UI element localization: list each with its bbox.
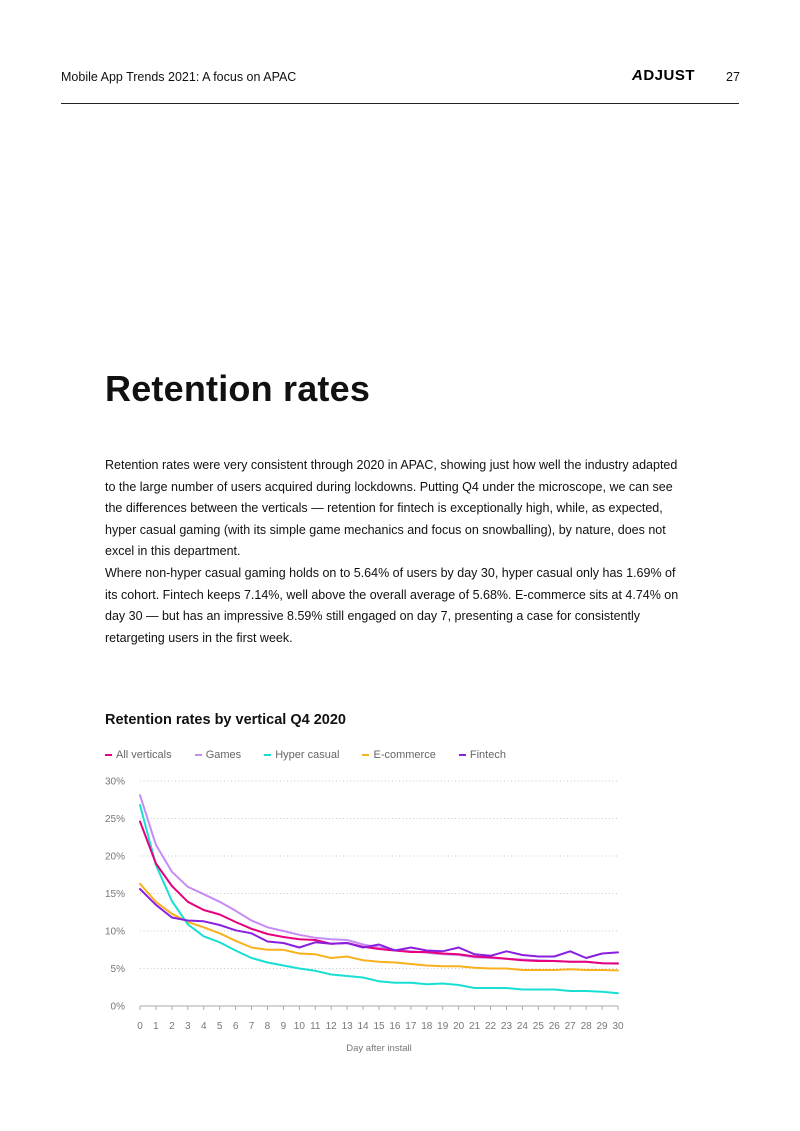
x-tick-label: 5 <box>217 1021 223 1032</box>
body-paragraph-2: Where non-hyper casual gaming holds on t… <box>105 566 679 645</box>
x-tick-label: 15 <box>373 1021 385 1032</box>
x-tick-label: 30 <box>612 1021 624 1032</box>
x-tick-label: 7 <box>249 1021 255 1032</box>
x-tick-label: 3 <box>185 1021 191 1032</box>
y-tick-label: 5% <box>111 964 126 975</box>
x-tick-label: 0 <box>137 1021 143 1032</box>
logo-wordmark: DJUST <box>643 67 696 84</box>
legend-swatch <box>264 754 272 756</box>
legend-item-games: Games <box>194 749 242 761</box>
body-paragraph-1: Retention rates were very consistent thr… <box>105 458 678 559</box>
y-tick-label: 25% <box>105 814 125 825</box>
adjust-logo: ADJUST <box>632 67 695 84</box>
x-tick-label: 14 <box>358 1021 370 1032</box>
x-tick-label: 11 <box>310 1021 321 1032</box>
y-tick-label: 20% <box>105 852 125 863</box>
x-tick-label: 27 <box>565 1021 577 1032</box>
x-tick-label: 24 <box>517 1021 529 1032</box>
y-tick-label: 15% <box>105 889 125 900</box>
legend-swatch <box>362 754 370 756</box>
x-tick-label: 25 <box>533 1021 545 1032</box>
x-tick-label: 10 <box>294 1021 306 1032</box>
legend-label: E-commerce <box>373 749 436 761</box>
legend-item-e-commerce: E-commerce <box>362 749 436 761</box>
x-tick-label: 18 <box>421 1021 433 1032</box>
series-line-e-commerce <box>139 882 619 972</box>
chart-title: Retention rates by vertical Q4 2020 <box>105 712 346 728</box>
legend-label: Fintech <box>469 749 506 761</box>
x-tick-label: 26 <box>549 1021 561 1032</box>
retention-line-chart: 0%5%10%15%20%25%30%0 1 2 3 4 5 6 7 8 9 10 11 12 13 14 1… <box>105 777 624 1055</box>
x-tick-label: 16 <box>389 1021 401 1032</box>
x-tick-label: 8 <box>265 1021 271 1032</box>
series-line-fintech <box>139 888 619 959</box>
x-tick-label: 23 <box>501 1021 513 1032</box>
x-tick-label: 4 <box>201 1021 207 1032</box>
x-tick-label: 20 <box>453 1021 465 1032</box>
y-tick-label: 30% <box>105 777 125 788</box>
x-tick-label: 1 <box>153 1021 159 1032</box>
logo-mark: A <box>632 67 644 84</box>
x-axis-label: Day after install <box>346 1043 411 1054</box>
x-tick-label: 2 <box>169 1021 175 1032</box>
x-tick-label: 12 <box>326 1021 338 1032</box>
x-tick-label: 13 <box>342 1021 354 1032</box>
legend-swatch <box>458 754 466 756</box>
section-title: Retention rates <box>105 368 371 409</box>
series-line-all-verticals <box>139 820 619 965</box>
legend-item-all-verticals: All verticals <box>105 749 172 761</box>
x-tick-label: 9 <box>281 1021 287 1032</box>
x-tick-label: 17 <box>405 1021 417 1032</box>
series-line-hyper-casual <box>139 804 619 995</box>
x-tick-label: 28 <box>581 1021 593 1032</box>
header-divider <box>61 103 739 104</box>
running-header-title: Mobile App Trends 2021: A focus on APAC <box>61 70 297 84</box>
legend-swatch <box>194 754 202 756</box>
legend-item-fintech: Fintech <box>458 749 506 761</box>
legend-item-hyper-casual: Hyper casual <box>264 749 339 761</box>
x-tick-label: 22 <box>485 1021 497 1032</box>
chart-legend: All verticals Games Hyper casual E-comme… <box>105 747 526 761</box>
x-tick-label: 19 <box>437 1021 449 1032</box>
legend-label: Hyper casual <box>275 749 340 761</box>
page-number: 27 <box>726 70 740 84</box>
legend-label: All verticals <box>116 749 172 761</box>
legend-swatch <box>105 754 112 756</box>
x-tick-label: 29 <box>597 1021 609 1032</box>
x-tick-label: 21 <box>469 1021 481 1032</box>
y-tick-label: 10% <box>105 927 125 938</box>
x-tick-label: 6 <box>233 1021 239 1032</box>
y-tick-label: 0% <box>111 1002 126 1013</box>
legend-label: Games <box>205 749 242 761</box>
